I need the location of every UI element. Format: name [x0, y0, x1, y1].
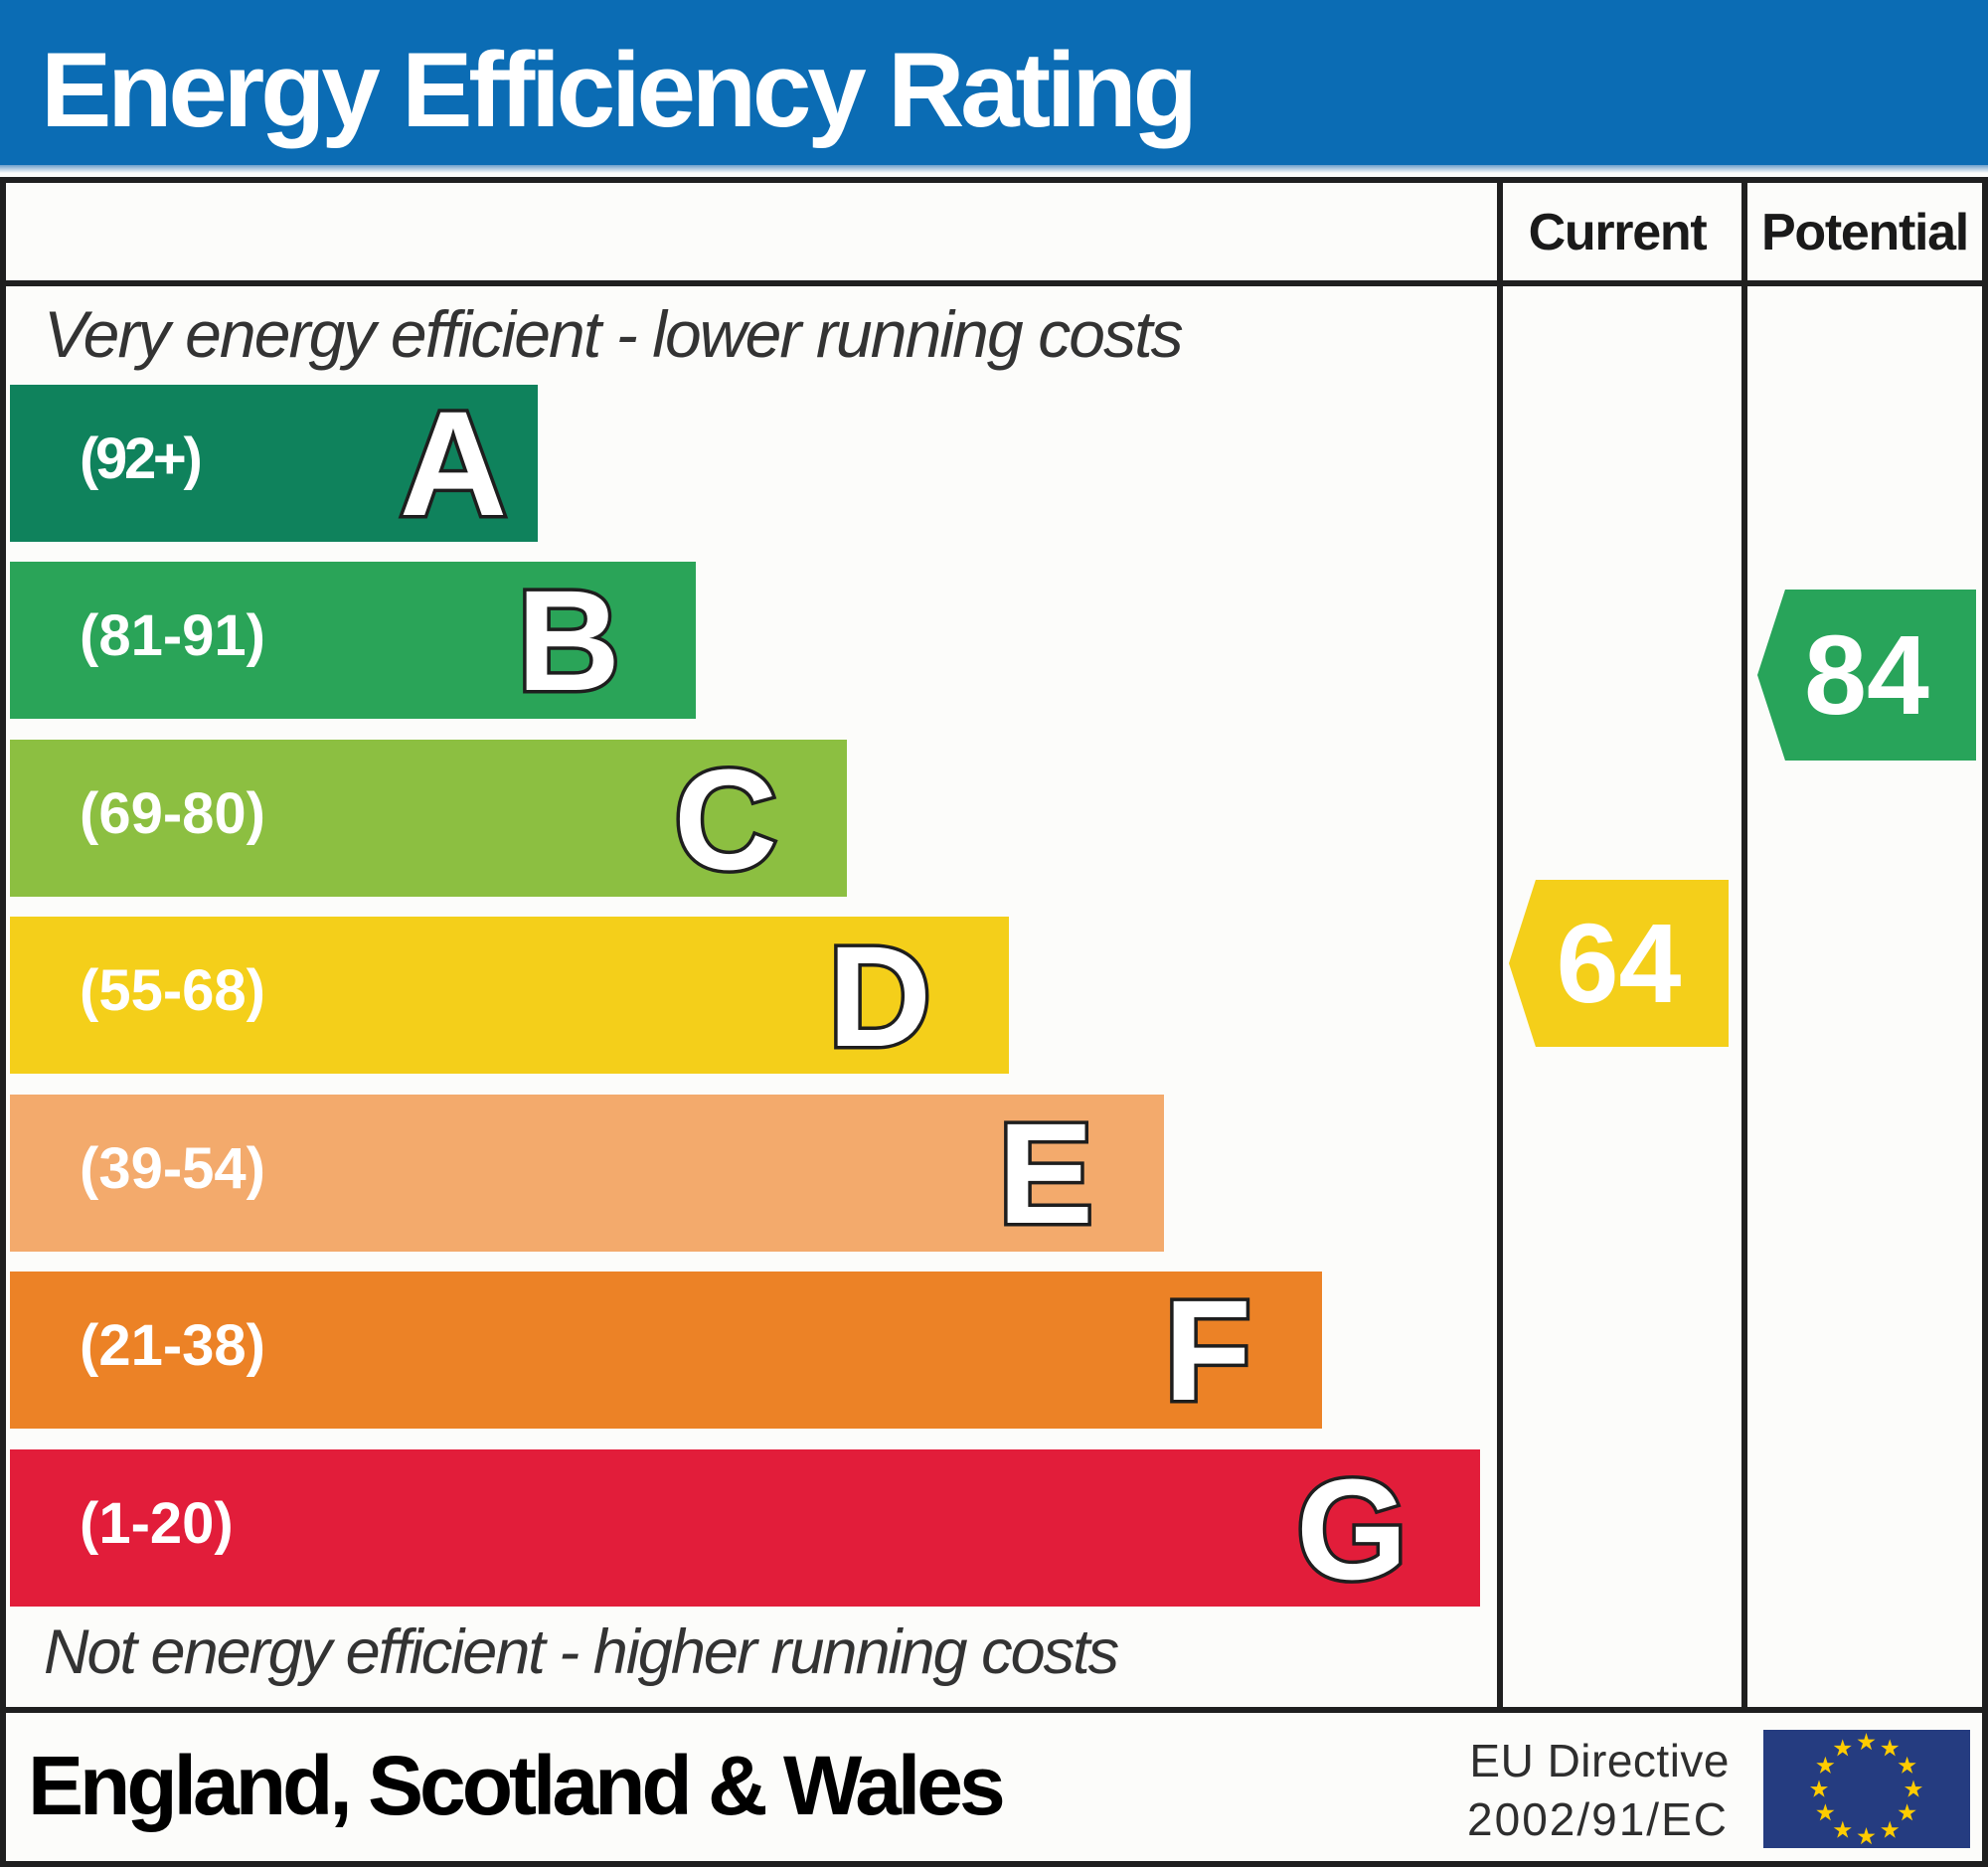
svg-text:G: G — [1296, 1449, 1408, 1610]
svg-text:A: A — [400, 380, 507, 547]
svg-text:E: E — [998, 1094, 1093, 1254]
svg-text:C: C — [674, 740, 777, 900]
svg-text:D: D — [828, 917, 931, 1077]
svg-text:F: F — [1164, 1271, 1251, 1431]
svg-text:B: B — [517, 561, 620, 721]
